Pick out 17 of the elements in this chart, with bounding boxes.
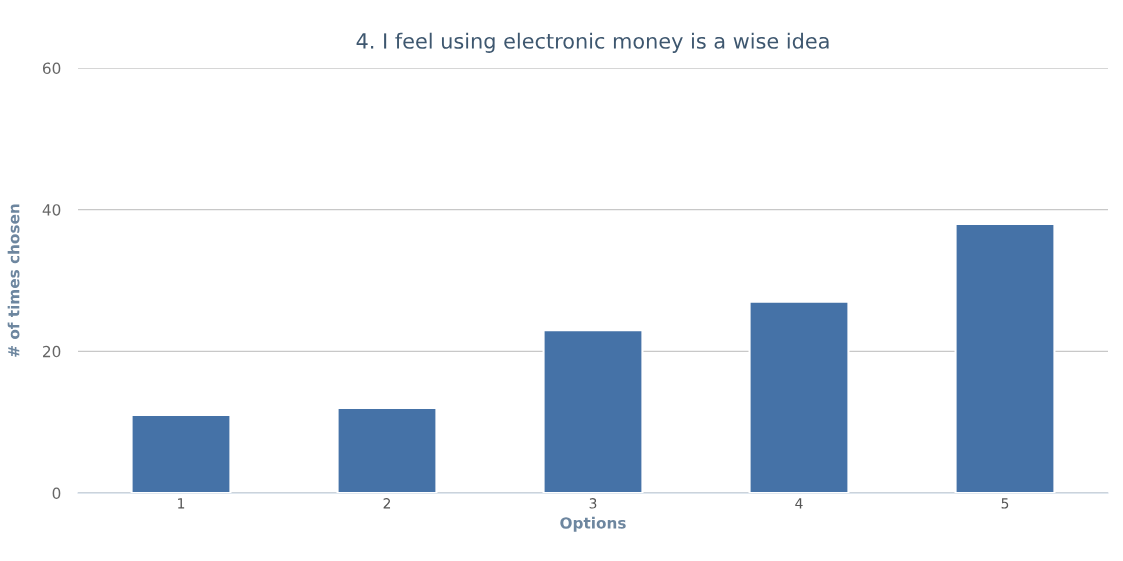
chart-title: 4. I feel using electronic money is a wise idea	[356, 32, 829, 53]
x-tick-label: 5	[1001, 498, 1009, 509]
x-tick-label: 4	[795, 498, 803, 509]
x-axis-title: Options	[560, 516, 626, 532]
y-tick-label: 60	[42, 62, 61, 75]
bar	[748, 300, 850, 493]
bar	[130, 414, 232, 493]
x-tick-label: 3	[589, 498, 597, 509]
y-tick-label: 40	[42, 204, 61, 216]
x-tick-label: 1	[178, 498, 185, 509]
bar	[954, 222, 1056, 493]
y-axis-title: # of times chosen	[7, 204, 20, 357]
y-tick-label: 0	[52, 487, 61, 500]
x-tick-label: 2	[383, 498, 391, 509]
bar	[336, 406, 438, 493]
y-tick-label: 20	[43, 345, 61, 358]
bar	[542, 329, 644, 493]
